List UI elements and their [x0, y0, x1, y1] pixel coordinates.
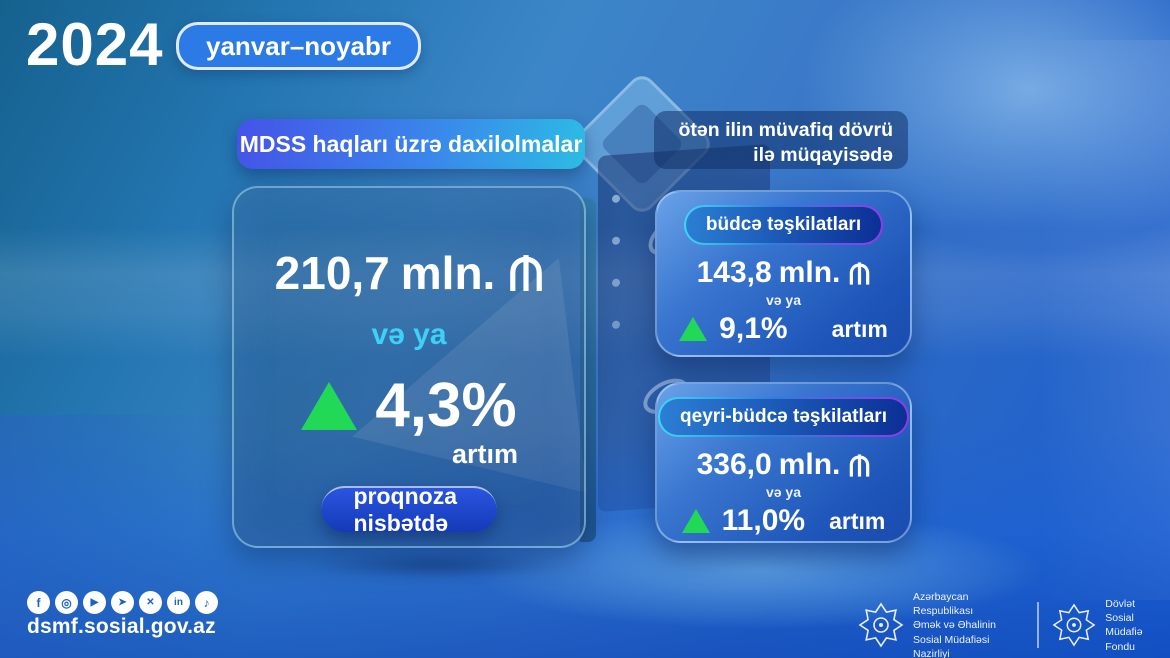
non-budget-org-amount-number: 336,0 — [696, 448, 772, 481]
increase-triangle-icon — [681, 509, 710, 533]
main-amount-unit: mln. — [400, 247, 496, 299]
growth-label: artım — [831, 315, 888, 342]
budget-org-pill: büdcə təşkilatları — [683, 205, 884, 245]
main-percent: 4,3% — [375, 371, 517, 440]
budget-org-amount-number: 143,8 — [696, 256, 772, 289]
tiktok-icon[interactable]: ♪ — [195, 591, 218, 614]
comparison-title-line1: ötən ilin müvafiq dövrü — [678, 119, 893, 141]
ministry-logo-line2: Əmək və Əhalinin — [913, 619, 996, 632]
comparison-title-line2: ilə müqayisədə — [753, 143, 893, 166]
budget-org-percent: 9,1% — [719, 312, 788, 345]
or-label: və ya — [371, 318, 447, 351]
non-budget-org-percent: 11,0% — [721, 504, 806, 537]
non-budget-org-label: qeyri-büdcə təşkilatları — [660, 399, 907, 435]
facebook-icon[interactable]: f — [27, 591, 50, 614]
period-label: yanvar–noyabr — [206, 30, 391, 61]
footer-logos: Azərbaycan Respublikası Əmək və Əhalinin… — [858, 590, 1170, 658]
ministry-emblem-icon — [858, 602, 904, 648]
increase-triangle-icon — [679, 317, 708, 341]
main-amount: 210,7 mln. — [275, 246, 544, 300]
x-icon[interactable]: ✕ — [139, 591, 162, 614]
linkedin-icon[interactable]: in — [167, 591, 190, 614]
period-pill[interactable]: yanvar–noyabr — [176, 22, 421, 70]
card-shadow — [268, 546, 600, 584]
fund-logo-line2: Sosial Müdafiə — [1105, 612, 1143, 639]
manat-sign-icon — [510, 255, 543, 291]
background-floor-diagonal — [0, 415, 340, 658]
increase-triangle-icon — [301, 381, 358, 430]
growth-label: artım — [829, 507, 886, 534]
social-icons-row: f ◎ ▶ ➤ ✕ in ♪ — [27, 591, 218, 614]
manat-sign-icon — [850, 261, 870, 285]
budget-org-card: büdcə təşkilatları 143,8 mln. və ya 9,1%… — [655, 190, 912, 357]
ministry-logo-line1: Azərbaycan Respublikası — [913, 591, 974, 618]
fund-logo-line3: Fondu — [1105, 640, 1136, 653]
comparison-title: ötən ilin müvafiq dövrü ilə müqayisədə — [654, 111, 908, 169]
fund-logo-text: Dövlət Sosial Müdafiə Fondu — [1105, 597, 1170, 654]
fund-logo-line1: Dövlət — [1105, 598, 1136, 611]
website-url[interactable]: dsmf.sosial.gov.az — [27, 615, 216, 638]
main-card-title-badge: MDSS haqları üzrə daxilolmalar — [237, 119, 585, 169]
budget-org-label: büdcə təşkilatları — [685, 207, 882, 243]
budget-org-percent-row: 9,1% artım — [679, 312, 888, 346]
ministry-logo-text: Azərbaycan Respublikası Əmək və Əhalinin… — [913, 590, 1024, 658]
ornament-dots — [612, 194, 620, 204]
budget-org-amount-unit: mln. — [778, 256, 841, 289]
instagram-icon[interactable]: ◎ — [55, 591, 78, 614]
non-budget-org-percent-row: 11,0% artım — [681, 504, 886, 538]
or-label: və ya — [765, 484, 802, 500]
growth-label: artım — [451, 439, 518, 469]
non-budget-org-amount-unit: mln. — [778, 448, 841, 481]
logo-divider — [1037, 602, 1040, 649]
year-label: 2024 — [26, 11, 164, 78]
or-label: və ya — [765, 292, 802, 308]
main-percent-row: 4,3% — [301, 370, 517, 441]
main-stat-card: 210,7 mln. və ya 4,3% artım proqnoza nis… — [232, 186, 586, 548]
forecast-badge: proqnoza nisbətdə — [321, 483, 497, 536]
youtube-icon[interactable]: ▶ — [83, 591, 106, 614]
fund-emblem-icon — [1052, 603, 1096, 647]
budget-org-amount: 143,8 mln. — [697, 256, 871, 290]
telegram-icon[interactable]: ➤ — [111, 591, 134, 614]
ministry-logo-line3: Sosial Müdafiəsi Nazirliyi — [913, 633, 990, 658]
non-budget-org-card: qeyri-büdcə təşkilatları 336,0 mln. və y… — [655, 382, 912, 543]
main-amount-number: 210,7 — [274, 247, 390, 299]
non-budget-org-amount: 336,0 mln. — [697, 448, 871, 482]
non-budget-org-pill: qeyri-büdcə təşkilatları — [658, 397, 909, 437]
manat-sign-icon — [850, 453, 870, 477]
